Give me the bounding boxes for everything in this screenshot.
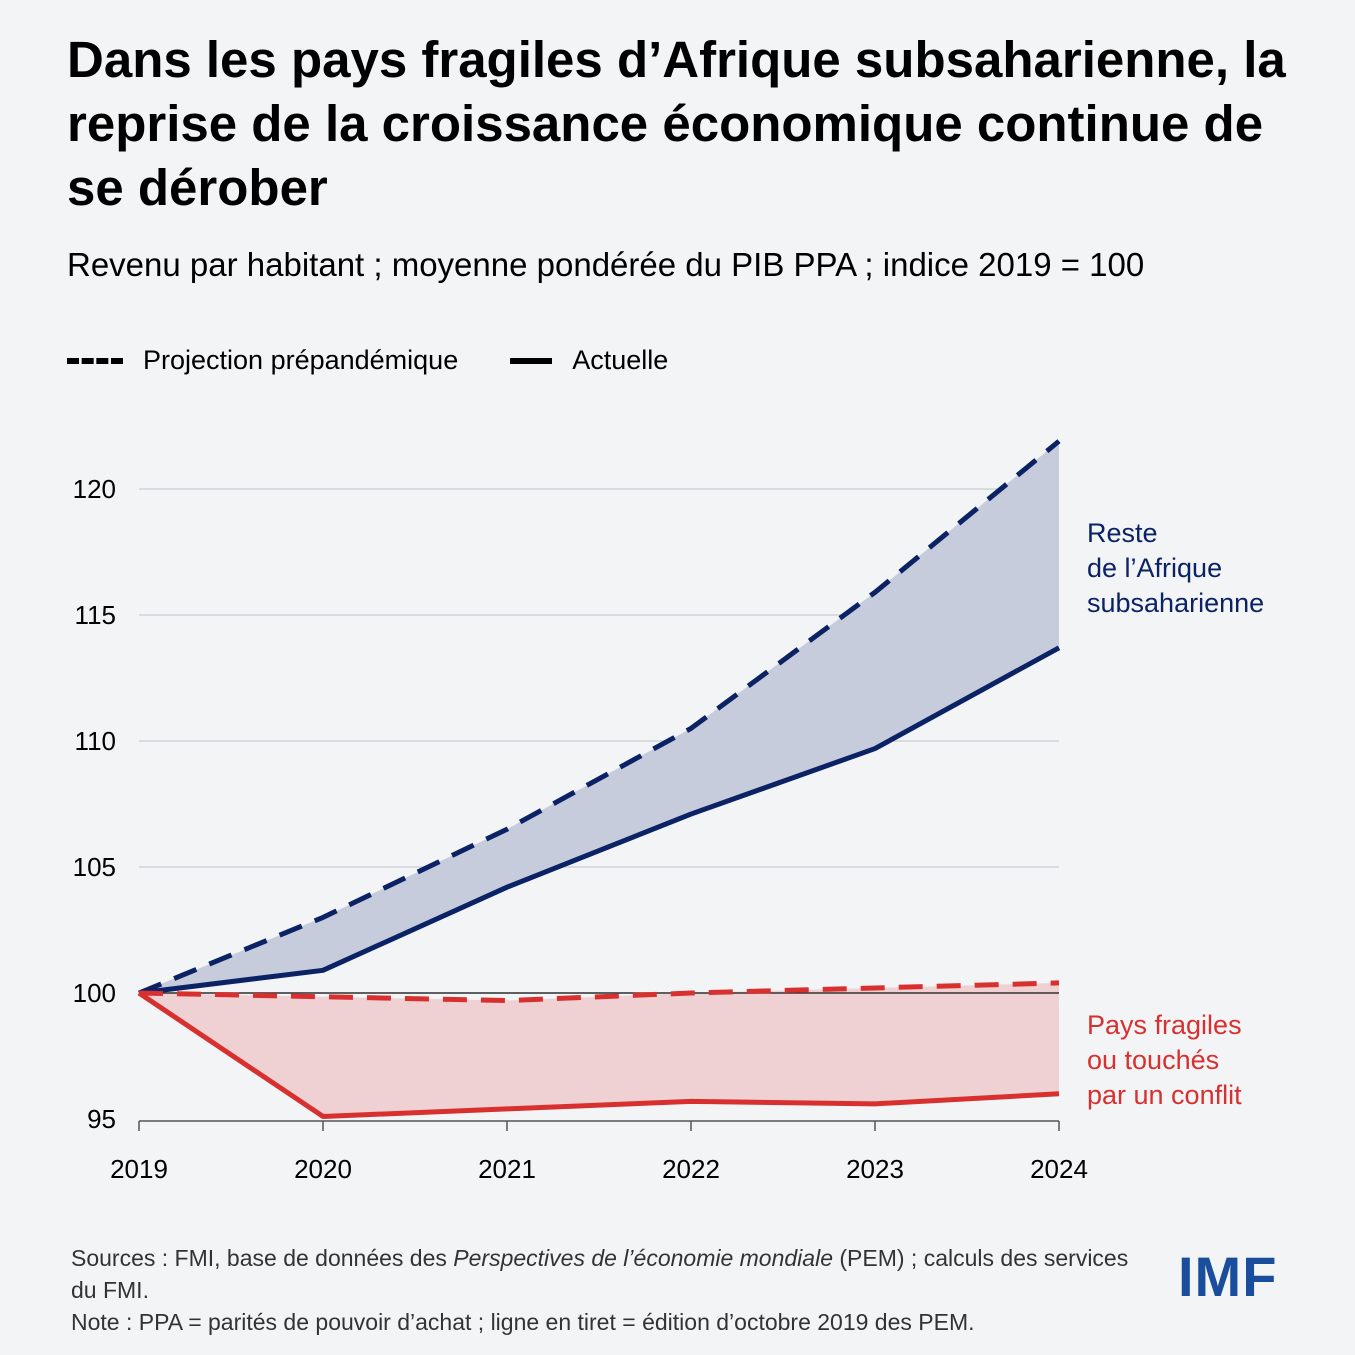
y-tick-label: 120 — [73, 474, 116, 504]
x-tick-label: 2021 — [478, 1154, 536, 1184]
x-tick-label: 2020 — [294, 1154, 352, 1184]
legend-solid-swatch — [510, 357, 553, 364]
rest-dashed-line — [138, 439, 1061, 996]
fragile-solid-line — [137, 990, 1060, 1119]
legend: Projection prépandémique Actuelle — [67, 345, 668, 376]
x-tick-label: 2022 — [662, 1154, 720, 1184]
y-tick-label: 115 — [75, 600, 116, 630]
legend-dashed-label: Projection prépandémique — [143, 345, 459, 375]
rest-gap-area — [139, 441, 1059, 993]
fragile-series-label: ou touchés — [1087, 1045, 1219, 1075]
x-tick-label: 2024 — [1030, 1154, 1088, 1184]
rest-series-label: de l’Afrique — [1087, 553, 1222, 583]
x-tick-label: 2019 — [110, 1154, 168, 1184]
fragile-series-label: Pays fragiles — [1087, 1010, 1242, 1040]
footer: Sources : FMI, base de données des Persp… — [71, 1242, 1151, 1338]
sources-suffix: (PEM) ; calculs des services du FMI. — [71, 1245, 1129, 1303]
legend-dashed-swatch — [67, 357, 123, 364]
y-tick-label: 110 — [75, 726, 116, 756]
sources-italic: Perspectives de l’économie mondiale — [453, 1245, 833, 1271]
imf-logo: IMF — [1178, 1245, 1278, 1308]
fragile-dashed-line — [138, 980, 1060, 1004]
sources-prefix: Sources : FMI, base de données des — [71, 1245, 454, 1271]
rest-series-label: subsaharienne — [1087, 588, 1264, 618]
chart-title: Dans les pays fragiles d’Afrique subsaha… — [67, 31, 1286, 216]
fragile-gap-area — [139, 982, 1059, 1117]
chart-subtitle: Revenu par habitant ; moyenne pondérée d… — [67, 246, 1145, 283]
rest-series-label: Reste — [1087, 518, 1158, 548]
fragile-series-label: par un conflit — [1087, 1080, 1242, 1110]
y-tick-label: 95 — [87, 1104, 116, 1134]
legend-solid-label: Actuelle — [572, 345, 669, 375]
y-tick-label: 105 — [73, 852, 116, 882]
x-tick-label: 2023 — [846, 1154, 904, 1184]
y-tick-label: 100 — [73, 978, 116, 1008]
rest-solid-line — [138, 645, 1061, 996]
note: Note : PPA = parités de pouvoir d’achat … — [71, 1309, 975, 1335]
